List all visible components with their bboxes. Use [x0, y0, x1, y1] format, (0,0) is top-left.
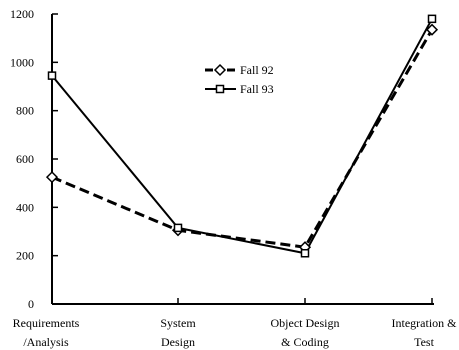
data-point-fall-93 — [47, 71, 57, 80]
series-line-fall-92 — [51, 28, 434, 249]
y-axis-ticks: 0 200 400 600 800 1000 1200 — [10, 7, 58, 311]
y-tick-label: 600 — [16, 152, 34, 166]
data-point-fall-93 — [300, 249, 310, 258]
legend-label: Fall 92 — [240, 63, 274, 77]
legend-label: Fall 93 — [240, 82, 274, 96]
x-category-label: /Analysis — [23, 335, 69, 349]
x-category-label: Requirements — [13, 316, 80, 330]
legend-marker-square — [215, 84, 225, 94]
legend-marker-diamond — [213, 63, 227, 77]
y-tick-label: 1200 — [10, 7, 34, 21]
y-tick-label: 200 — [16, 249, 34, 263]
data-point-fall-93 — [173, 223, 183, 233]
data-point-fall-92 — [425, 23, 439, 36]
data-point-fall-93 — [427, 14, 437, 24]
x-category-label: Object Design — [271, 316, 340, 330]
legend: Fall 92 Fall 93 — [205, 63, 274, 96]
series-lines — [51, 18, 434, 255]
y-tick-label: 800 — [16, 104, 34, 118]
x-category-label: System — [160, 316, 196, 330]
data-point-fall-92 — [45, 171, 59, 184]
series-line-fall-93 — [51, 18, 433, 255]
x-category-label: Design — [161, 335, 195, 349]
x-category-label: Test — [414, 335, 434, 349]
series-markers — [45, 14, 439, 258]
x-axis-ticks: Requirements/Analysis System Design Object … — [13, 298, 457, 349]
chart-axes — [51, 14, 434, 305]
x-category-label: & Coding — [281, 335, 329, 349]
y-tick-label: 0 — [28, 297, 34, 311]
y-tick-label: 1000 — [10, 55, 34, 69]
y-tick-label: 400 — [16, 200, 34, 214]
x-category-label: Integration & — [392, 316, 458, 330]
